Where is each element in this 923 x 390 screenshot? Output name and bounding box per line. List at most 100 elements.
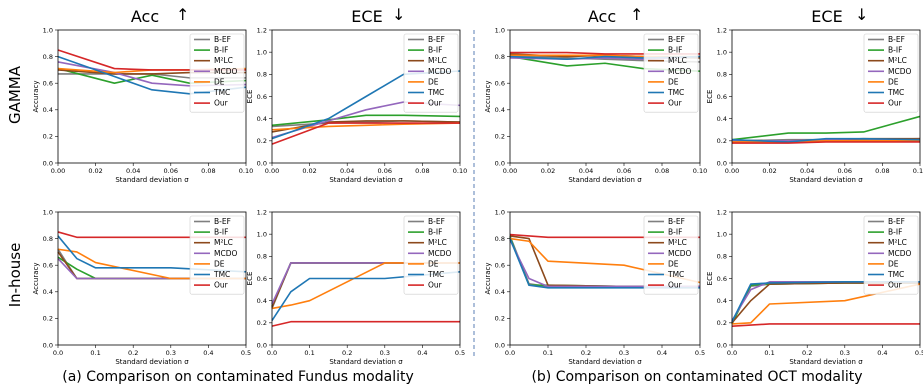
legend-label: MCDO bbox=[888, 67, 911, 76]
y-tick-label: 0.4 bbox=[717, 297, 727, 305]
header-ece-fundus: ECE bbox=[351, 7, 382, 26]
legend-label: DE bbox=[888, 77, 899, 86]
legend-label: MCDO bbox=[668, 67, 691, 76]
legend-label: DE bbox=[428, 259, 439, 268]
row-label-gamma: GAMMA bbox=[6, 65, 24, 124]
legend-label: Our bbox=[668, 281, 683, 290]
x-tick-label: 0.5 bbox=[695, 349, 705, 357]
legend-label: Our bbox=[214, 281, 229, 290]
x-tick-label: 0.04 bbox=[579, 167, 593, 175]
x-tick-label: 0.2 bbox=[581, 349, 591, 357]
x-tick-label: 0.0 bbox=[267, 349, 277, 357]
y-tick-label: 0.4 bbox=[43, 288, 53, 296]
x-tick-label: 0.08 bbox=[201, 167, 215, 175]
axes-frame bbox=[271, 211, 461, 346]
legend-label: B-IF bbox=[214, 228, 228, 237]
x-tick-label: 0.0 bbox=[727, 349, 737, 357]
y-tick-label: 0.4 bbox=[43, 106, 53, 114]
legend-label: Our bbox=[668, 99, 683, 108]
x-tick-label: 0.04 bbox=[126, 167, 140, 175]
x-axis-label: Standard deviation σ bbox=[329, 358, 403, 366]
arrow-down-icon: ↓ bbox=[855, 5, 868, 24]
x-tick-label: 0.2 bbox=[128, 349, 138, 357]
x-tick-label: 0.10 bbox=[693, 167, 707, 175]
legend-label: B-EF bbox=[428, 35, 445, 44]
y-tick-label: 1.2 bbox=[717, 208, 727, 216]
x-tick-label: 0.04 bbox=[800, 167, 814, 175]
series-line-our bbox=[731, 323, 920, 327]
legend-label: DE bbox=[668, 77, 679, 86]
x-tick-label: 0.1 bbox=[764, 349, 774, 357]
legend-label: B-EF bbox=[668, 35, 685, 44]
legend-label: Our bbox=[428, 281, 443, 290]
row-label-inhouse: In-house bbox=[6, 243, 24, 308]
legend-label: B-EF bbox=[428, 217, 445, 226]
axes-frame bbox=[57, 29, 247, 164]
plot-area: 0.0 0.2 0.4 0.6 0.8 1.0 0.00 0.02 0.04 0.06 0.08 0.… bbox=[32, 26, 923, 366]
x-tick-label: 0.4 bbox=[203, 349, 213, 357]
legend-label: DE bbox=[668, 259, 679, 268]
x-tick-label: 0.06 bbox=[378, 167, 392, 175]
x-tick-label: 0.02 bbox=[762, 167, 776, 175]
x-tick-label: 0.00 bbox=[265, 167, 279, 175]
legend-label: B-EF bbox=[888, 217, 905, 226]
y-tick-label: 1.0 bbox=[43, 26, 53, 34]
y-tick-label: 0.0 bbox=[717, 341, 727, 349]
x-tick-label: 0.0 bbox=[505, 349, 515, 357]
x-tick-label: 0.08 bbox=[875, 167, 889, 175]
y-tick-label: 0.0 bbox=[495, 159, 505, 167]
y-tick-label: 0.2 bbox=[257, 319, 267, 327]
y-tick-label: 0.4 bbox=[257, 115, 267, 123]
chart-panel-fundus_inhouse_ece: 0.0 0.2 0.4 0.6 0.8 1.0 1.2 0.00 0.02 0.04 0.06 0.0… bbox=[706, 26, 923, 184]
axes-frame bbox=[509, 211, 701, 346]
legend-label: B-IF bbox=[428, 228, 442, 237]
x-tick-label: 0.4 bbox=[877, 349, 887, 357]
series-line-de bbox=[731, 283, 921, 325]
legend-label: M²LC bbox=[214, 56, 233, 65]
y-tick-label: 0.6 bbox=[43, 262, 53, 270]
y-tick-label: 0.8 bbox=[495, 235, 505, 243]
y-axis-label: ECE bbox=[706, 272, 714, 286]
y-tick-label: 0.2 bbox=[717, 319, 727, 327]
x-tick-label: 0.06 bbox=[617, 167, 631, 175]
y-tick-label: 1.0 bbox=[257, 230, 267, 238]
legend-label: MCDO bbox=[428, 249, 451, 258]
y-axis-label: ECE bbox=[246, 272, 254, 286]
y-tick-label: 0.2 bbox=[717, 137, 727, 145]
header-acc-fundus: Acc bbox=[131, 7, 159, 26]
y-tick-label: 0.6 bbox=[495, 80, 505, 88]
chart-panel-fundus_inhouse_acc: 0.0 0.2 0.4 0.6 0.8 1.0 0.00 0.02 0.04 0.06 0.08 0.… bbox=[484, 26, 707, 184]
y-tick-label: 0.4 bbox=[495, 288, 505, 296]
legend-label: TMC bbox=[427, 270, 444, 279]
y-tick-label: 0.0 bbox=[495, 341, 505, 349]
arrow-up-icon: ↑ bbox=[630, 5, 643, 24]
legend-label: B-IF bbox=[214, 46, 228, 55]
y-tick-label: 1.0 bbox=[495, 208, 505, 216]
y-tick-label: 1.2 bbox=[257, 208, 267, 216]
axes-frame bbox=[57, 211, 247, 346]
x-axis-label: Standard deviation σ bbox=[568, 358, 642, 366]
legend-label: MCDO bbox=[428, 67, 451, 76]
series-line-b-if bbox=[731, 115, 921, 141]
legend-label: MCDO bbox=[214, 249, 237, 258]
x-axis-label: Standard deviation σ bbox=[115, 358, 189, 366]
chart-panel-oct_inhouse_acc: 0.0 0.2 0.4 0.6 0.8 1.0 0.0 0.1 0.2 0.3 0.4 0.5 Stan… bbox=[484, 208, 705, 366]
series-line-our bbox=[732, 141, 920, 144]
y-tick-label: 0.0 bbox=[43, 341, 53, 349]
y-tick-label: 1.0 bbox=[717, 48, 727, 56]
series-line-b-if bbox=[271, 114, 461, 127]
x-tick-label: 0.2 bbox=[342, 349, 352, 357]
x-axis-label: Standard deviation σ bbox=[329, 176, 403, 184]
y-axis-label: Accuracy bbox=[484, 81, 492, 113]
legend-label: Our bbox=[888, 281, 903, 290]
x-tick-label: 0.02 bbox=[88, 167, 102, 175]
y-tick-label: 0.6 bbox=[495, 262, 505, 270]
y-tick-label: 1.2 bbox=[717, 26, 727, 34]
x-tick-label: 0.00 bbox=[51, 167, 65, 175]
x-tick-label: 0.4 bbox=[657, 349, 667, 357]
y-tick-label: 0.8 bbox=[43, 53, 53, 61]
legend-label: M²LC bbox=[888, 238, 907, 247]
y-tick-label: 0.0 bbox=[717, 159, 727, 167]
series-line-our bbox=[271, 320, 460, 327]
